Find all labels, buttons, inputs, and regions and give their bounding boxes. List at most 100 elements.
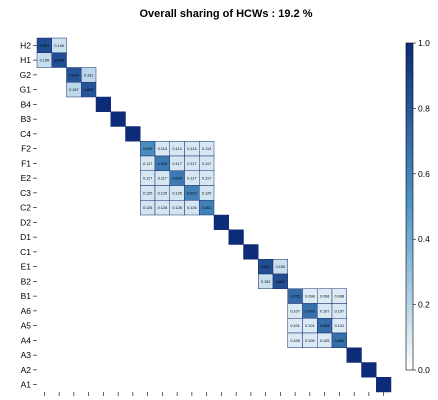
y-tick-label: A5 xyxy=(21,321,32,331)
colorbar-segment xyxy=(406,213,413,220)
heatmap-cells: 0.851 0.149 0.158 0.844 0.809 0.191 0.187 0.809… xyxy=(36,37,392,393)
chart-title: Overall sharing of HCWs : 19.2 % xyxy=(140,8,313,20)
y-tick-label: H2 xyxy=(20,40,31,50)
colorbar-segment xyxy=(406,252,413,260)
colorbar-segment xyxy=(406,121,413,129)
cell-value-label: 0.117 xyxy=(173,162,182,166)
y-tick-label: B3 xyxy=(21,114,32,124)
cell-value-label: 0.113 xyxy=(202,147,211,151)
cell-value-label: 0.098 xyxy=(305,295,315,299)
colorbar-segment xyxy=(406,304,413,312)
x-axis-labels: H2H1G2G1B4B3C4F2F1E2C3C2D2D1C1E1B2B1A6A5… xyxy=(39,392,389,400)
colorbar-segment xyxy=(406,356,413,364)
y-tick-label: E2 xyxy=(21,173,32,183)
cell-value-label: 0.149 xyxy=(54,44,64,48)
colorbar-segment xyxy=(406,311,413,319)
colorbar-segment xyxy=(406,147,413,155)
cell-value-label: 0.191 xyxy=(84,73,94,77)
colorbar-segment xyxy=(406,291,413,299)
cell-value-label: 0.117 xyxy=(202,177,211,181)
cell-value-label: 0.107 xyxy=(335,309,345,313)
cell-value-label: 0.101 xyxy=(305,324,315,328)
colorbar-segment xyxy=(406,343,413,351)
colorbar-tick-label: 0.4 xyxy=(418,234,430,244)
y-tick-label: E1 xyxy=(21,262,32,272)
heatmap-cell xyxy=(376,377,392,393)
colorbar-segment xyxy=(406,317,413,325)
cell-value-label: 0.602 xyxy=(202,206,212,210)
cell-value-label: 0.634 xyxy=(158,162,168,166)
y-tick-label: B1 xyxy=(21,291,32,301)
colorbar-tick-label: 0.8 xyxy=(418,103,430,113)
colorbar-segment xyxy=(406,95,413,103)
colorbar-segment xyxy=(406,88,413,96)
heatmap-cell xyxy=(272,273,288,289)
colorbar-tick-label: 0.2 xyxy=(418,300,430,310)
colorbar-segment xyxy=(406,226,413,234)
colorbar-segment xyxy=(406,298,413,305)
cell-value-label: 0.187 xyxy=(69,88,79,92)
cell-value-label: 0.117 xyxy=(158,177,167,181)
colorbar-segment xyxy=(406,337,413,345)
colorbar-segment xyxy=(406,167,413,175)
heatmap-cell xyxy=(346,347,362,363)
colorbar-segment xyxy=(406,134,413,142)
colorbar-segment xyxy=(406,69,413,77)
cell-value-label: 0.126 xyxy=(172,206,182,210)
y-tick-label: F1 xyxy=(21,158,31,168)
cell-value-label: 0.602 xyxy=(187,191,197,195)
cell-value-label: 0.117 xyxy=(202,162,211,166)
cell-value-label: 0.844 xyxy=(54,59,64,63)
colorbar-segment xyxy=(406,114,413,122)
colorbar-segment xyxy=(406,193,413,201)
cell-value-label: 0.549 xyxy=(143,147,153,151)
colorbar-tick-label: 0.6 xyxy=(418,169,430,179)
cell-value-label: 0.107 xyxy=(320,309,330,313)
y-tick-label: C3 xyxy=(20,188,31,198)
cell-value-label: 0.851 xyxy=(40,44,50,48)
cell-value-label: 0.158 xyxy=(40,59,50,63)
cell-value-label: 0.113 xyxy=(173,147,182,151)
cell-value-label: 0.847 xyxy=(276,280,286,284)
heatmap-cell xyxy=(331,332,347,348)
colorbar-segment xyxy=(406,186,413,194)
colorbar-segment xyxy=(406,330,413,338)
cell-value-label: 0.634 xyxy=(172,177,182,181)
cell-value-label: 0.113 xyxy=(187,147,196,151)
y-tick-label: D1 xyxy=(20,232,31,242)
y-tick-label: G2 xyxy=(20,70,32,80)
colorbar-segment xyxy=(406,43,413,50)
y-tick-label: A2 xyxy=(21,365,32,375)
y-tick-label: C2 xyxy=(20,203,31,213)
heatmap-cell xyxy=(228,229,244,245)
y-tick-label: H1 xyxy=(20,55,31,65)
cell-value-label: 0.153 xyxy=(261,280,271,284)
heatmap-cell xyxy=(125,126,141,142)
colorbar-tick-label: 0.0 xyxy=(418,365,430,375)
colorbar-segment xyxy=(406,265,413,273)
colorbar: 0.0 0.2 0.4 0.6 0.8 1.0 xyxy=(405,38,430,375)
colorbar-segment xyxy=(406,62,413,70)
colorbar-segment xyxy=(406,101,413,109)
colorbar-segment xyxy=(406,154,413,162)
cell-value-label: 0.117 xyxy=(143,177,152,181)
cell-value-label: 0.125 xyxy=(202,191,212,195)
colorbar-segment xyxy=(406,82,413,90)
colorbar-frame xyxy=(405,42,414,371)
colorbar-segment xyxy=(406,75,413,83)
colorbar-segment xyxy=(406,206,413,214)
colorbar-segment xyxy=(406,232,413,240)
y-tick-label: A4 xyxy=(21,335,32,345)
cell-value-label: 0.126 xyxy=(158,206,168,210)
y-tick-label: A3 xyxy=(21,350,32,360)
y-tick-label: C1 xyxy=(20,247,31,257)
cell-value-label: 0.125 xyxy=(158,191,168,195)
colorbar-segment xyxy=(406,363,413,371)
colorbar-segment xyxy=(406,239,413,247)
colorbar-segment xyxy=(406,160,413,168)
heatmap-cell xyxy=(213,214,229,230)
colorbar-segment xyxy=(406,324,413,332)
cell-value-label: 0.126 xyxy=(187,206,197,210)
colorbar-segment xyxy=(406,284,413,292)
